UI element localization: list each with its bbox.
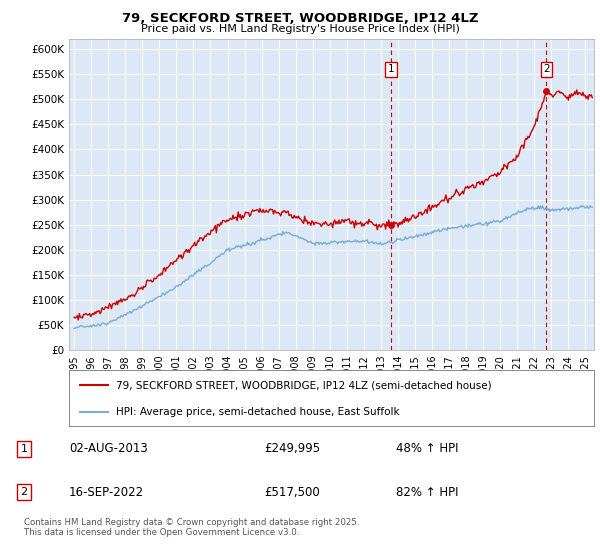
Text: £249,995: £249,995 xyxy=(264,442,320,455)
Text: 1: 1 xyxy=(20,444,28,454)
Text: 79, SECKFORD STREET, WOODBRIDGE, IP12 4LZ: 79, SECKFORD STREET, WOODBRIDGE, IP12 4L… xyxy=(122,12,478,25)
Text: Price paid vs. HM Land Registry's House Price Index (HPI): Price paid vs. HM Land Registry's House … xyxy=(140,24,460,34)
Text: 16-SEP-2022: 16-SEP-2022 xyxy=(69,486,144,499)
Text: HPI: Average price, semi-detached house, East Suffolk: HPI: Average price, semi-detached house,… xyxy=(116,407,400,417)
Text: 82% ↑ HPI: 82% ↑ HPI xyxy=(396,486,458,499)
Text: 2: 2 xyxy=(20,487,28,497)
Text: 79, SECKFORD STREET, WOODBRIDGE, IP12 4LZ (semi-detached house): 79, SECKFORD STREET, WOODBRIDGE, IP12 4L… xyxy=(116,380,492,390)
Text: Contains HM Land Registry data © Crown copyright and database right 2025.
This d: Contains HM Land Registry data © Crown c… xyxy=(24,518,359,538)
Text: 02-AUG-2013: 02-AUG-2013 xyxy=(69,442,148,455)
Text: 2: 2 xyxy=(543,64,550,74)
Text: £517,500: £517,500 xyxy=(264,486,320,499)
Text: 48% ↑ HPI: 48% ↑ HPI xyxy=(396,442,458,455)
Text: 1: 1 xyxy=(388,64,394,74)
